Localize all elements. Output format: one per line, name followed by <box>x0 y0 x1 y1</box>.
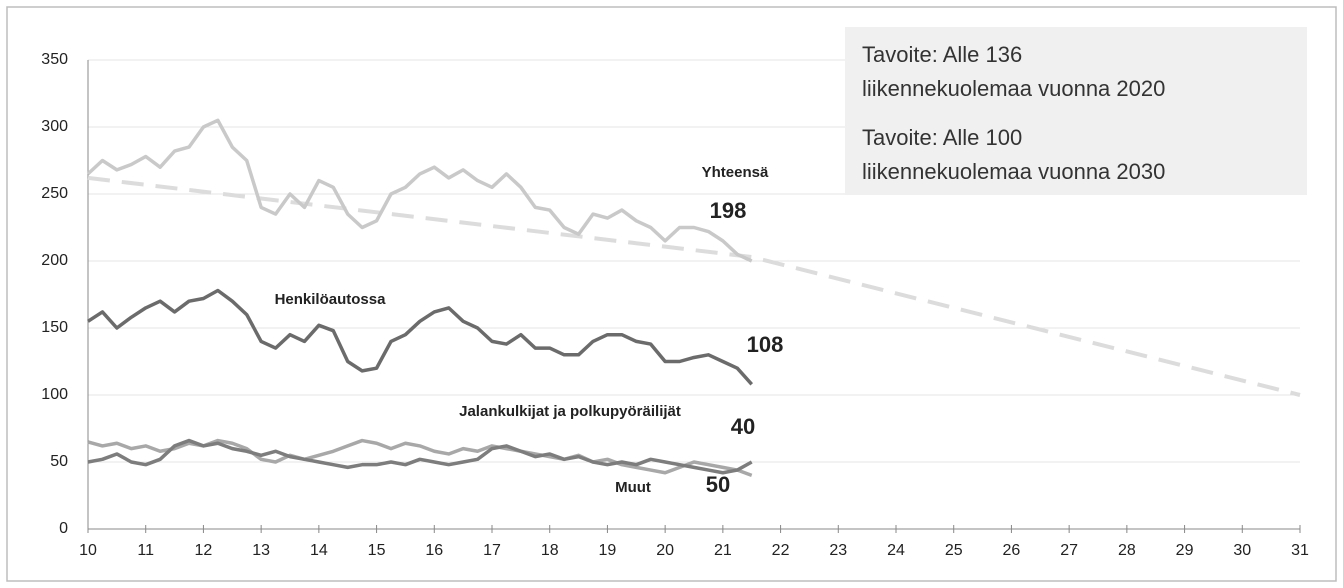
annotation: Tavoite: Alle 100 <box>862 125 1022 150</box>
end-value-label: 50 <box>706 472 730 497</box>
series-label: Muut <box>615 479 651 496</box>
x-tick-label: 28 <box>1118 542 1136 559</box>
x-tick-label: 14 <box>310 542 328 559</box>
end-value-label: 198 <box>710 198 747 223</box>
y-tick-label: 100 <box>41 386 68 403</box>
x-tick-label: 11 <box>137 542 154 559</box>
x-tick-label: 12 <box>195 542 213 559</box>
series-line <box>87 288 754 386</box>
series-label: Yhteensä <box>702 164 769 181</box>
x-tick-label: 16 <box>425 542 443 559</box>
annotation-box <box>845 27 1307 195</box>
y-tick-label: 200 <box>41 252 68 269</box>
series-line <box>87 438 753 475</box>
series-label: Henkilöautossa <box>275 291 387 308</box>
y-tick-label: 350 <box>41 51 68 68</box>
x-tick-label: 21 <box>714 542 732 559</box>
annotation: liikennekuolemaa vuonna 2020 <box>862 76 1165 101</box>
x-tick-label: 26 <box>1003 542 1021 559</box>
x-tick-label: 23 <box>829 542 847 559</box>
y-tick-label: 0 <box>59 520 68 537</box>
x-tick-label: 27 <box>1060 542 1078 559</box>
series-line <box>86 118 753 263</box>
y-tick-label: 300 <box>41 118 68 135</box>
x-tick-label: 29 <box>1176 542 1194 559</box>
x-tick-label: 19 <box>599 542 617 559</box>
x-tick-label: 13 <box>252 542 270 559</box>
annotation: Tavoite: Alle 136 <box>862 42 1022 67</box>
end-value-label: 108 <box>747 332 784 357</box>
x-tick-label: 18 <box>541 542 559 559</box>
end-value-label: 40 <box>731 414 755 439</box>
x-tick-label: 25 <box>945 542 963 559</box>
annotation: liikennekuolemaa vuonna 2030 <box>862 159 1165 184</box>
x-tick-label: 10 <box>79 542 97 559</box>
target-line <box>87 175 1301 397</box>
x-tick-label: 30 <box>1233 542 1251 559</box>
x-tick-label: 20 <box>656 542 674 559</box>
series-label: Jalankulkijat ja polkupyöräilijät <box>459 403 681 420</box>
x-tick-label: 17 <box>483 542 501 559</box>
x-tick-label: 31 <box>1291 542 1309 559</box>
y-tick-label: 250 <box>41 185 68 202</box>
y-tick-label: 50 <box>50 453 68 470</box>
y-tick-label: 150 <box>41 319 68 336</box>
x-tick-label: 24 <box>887 542 905 559</box>
x-tick-label: 22 <box>772 542 790 559</box>
x-tick-label: 15 <box>368 542 386 559</box>
